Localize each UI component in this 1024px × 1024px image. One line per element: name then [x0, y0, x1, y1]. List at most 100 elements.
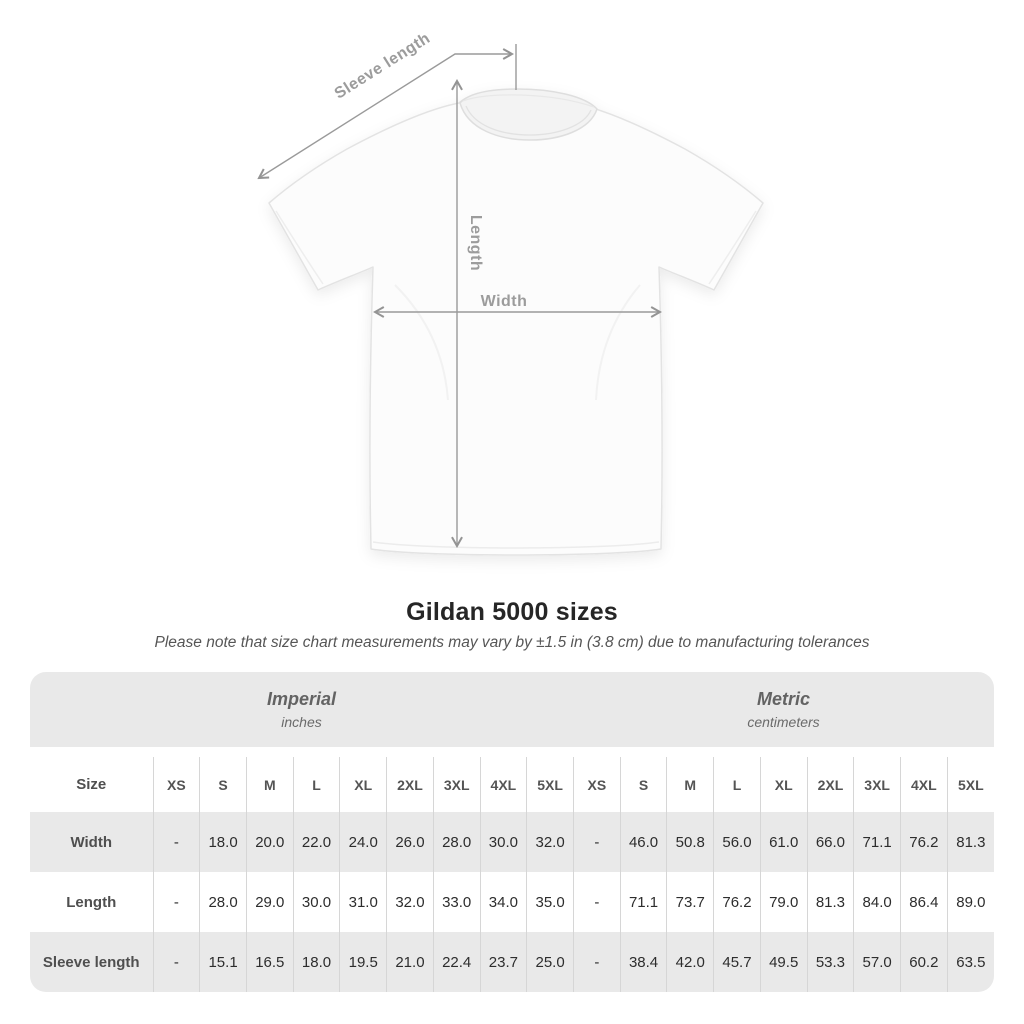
- imperial-label: Imperial: [266, 689, 337, 709]
- right-cuff-seam: [708, 210, 757, 285]
- col-header: XL: [759, 757, 808, 812]
- tshirt-body: [268, 88, 764, 556]
- value-cell: 71.1: [619, 872, 667, 932]
- tolerance-note: Please note that size chart measurements…: [154, 634, 870, 651]
- table-body: Size XS S M L XL 2XL 3XL 4XL 5XL XS S M …: [30, 757, 994, 992]
- value-cell: 34.0: [479, 872, 527, 932]
- row-label: Length: [66, 893, 117, 911]
- wrinkle-right: [595, 284, 641, 401]
- value-cell: 79.0: [759, 872, 808, 932]
- value-cell: 35.0: [526, 872, 574, 932]
- value-cell: 32.0: [386, 872, 434, 932]
- hem-seam: [372, 541, 660, 549]
- size-table: Imperial inches Metric centimeters Size …: [30, 672, 994, 992]
- value-cell: 53.3: [806, 932, 854, 992]
- value-cell: 21.0: [386, 932, 434, 992]
- value-cell: 30.0: [292, 872, 340, 932]
- value-cell: 81.3: [806, 872, 854, 932]
- value-cell: 23.7: [479, 932, 527, 992]
- value-cell: -: [152, 932, 200, 992]
- col-header: 5XL: [946, 757, 994, 812]
- value-cell: 60.2: [900, 932, 948, 992]
- col-header: XS: [152, 757, 200, 812]
- value-cell: 16.5: [245, 932, 294, 992]
- col-header: 3XL: [853, 757, 901, 812]
- value-cell: 57.0: [853, 932, 901, 992]
- value-cell: -: [572, 872, 621, 932]
- value-cell: 50.8: [666, 812, 714, 872]
- band-gap: [30, 747, 994, 757]
- col-header: M: [666, 757, 714, 812]
- value-cell: 56.0: [713, 812, 761, 872]
- page-title: Gildan 5000 sizes: [406, 598, 618, 626]
- value-cell: 61.0: [759, 812, 808, 872]
- value-cell: 22.0: [292, 812, 340, 872]
- sleeve-length-arrow: [259, 54, 512, 178]
- value-cell: 49.5: [759, 932, 808, 992]
- value-cell: 24.0: [339, 812, 387, 872]
- tshirt-illustration: [268, 88, 764, 556]
- left-cuff-seam: [275, 210, 324, 285]
- value-cell: 32.0: [526, 812, 574, 872]
- col-header: S: [199, 757, 247, 812]
- metric-sublabel: centimeters: [747, 714, 820, 730]
- value-cell: 31.0: [339, 872, 387, 932]
- tshirt-measurement-diagram: Sleeve length Length Width: [0, 30, 764, 556]
- value-cell: 18.0: [292, 932, 340, 992]
- value-cell: 42.0: [666, 932, 714, 992]
- value-cell: 89.0: [946, 872, 994, 932]
- col-header: S: [619, 757, 667, 812]
- value-cell: 33.0: [432, 872, 481, 932]
- wrinkle-left: [394, 284, 449, 401]
- value-cell: 66.0: [806, 812, 854, 872]
- value-cell: 73.7: [666, 872, 714, 932]
- value-cell: 81.3: [946, 812, 994, 872]
- length-label: Length: [467, 215, 484, 271]
- sleeve-length-row: Sleeve length - 15.1 16.5 18.0 19.5 21.0…: [30, 932, 994, 992]
- row-label: Width: [70, 833, 112, 851]
- value-cell: 28.0: [432, 812, 481, 872]
- value-cell: 28.0: [199, 872, 247, 932]
- size-header-row: Size XS S M L XL 2XL 3XL 4XL 5XL XS S M …: [30, 757, 994, 812]
- metric-label: Metric: [756, 689, 810, 709]
- value-cell: 20.0: [245, 812, 294, 872]
- value-cell: 30.0: [479, 812, 527, 872]
- value-cell: 71.1: [853, 812, 901, 872]
- imperial-header: Imperial inches: [30, 672, 573, 747]
- value-cell: 76.2: [713, 872, 761, 932]
- imperial-sublabel: inches: [281, 714, 322, 730]
- value-cell: 18.0: [199, 812, 247, 872]
- value-cell: 84.0: [853, 872, 901, 932]
- col-header: XS: [572, 757, 621, 812]
- value-cell: 86.4: [900, 872, 948, 932]
- col-header: XL: [339, 757, 387, 812]
- col-header: L: [292, 757, 340, 812]
- value-cell: 29.0: [245, 872, 294, 932]
- value-cell: 45.7: [713, 932, 761, 992]
- value-cell: 15.1: [199, 932, 247, 992]
- size-column-header: Size: [76, 776, 107, 793]
- value-cell: 76.2: [900, 812, 948, 872]
- value-cell: 46.0: [619, 812, 667, 872]
- value-cell: 63.5: [946, 932, 994, 992]
- sleeve-length-label: Sleeve length: [332, 30, 434, 103]
- col-header: 2XL: [806, 757, 854, 812]
- col-header: L: [713, 757, 761, 812]
- col-header: 5XL: [526, 757, 574, 812]
- value-cell: -: [152, 872, 200, 932]
- value-cell: 26.0: [386, 812, 434, 872]
- width-row: Width - 18.0 20.0 22.0 24.0 26.0 28.0 30…: [30, 812, 994, 872]
- col-header: 3XL: [432, 757, 481, 812]
- value-cell: -: [572, 932, 621, 992]
- unit-header-band: Imperial inches Metric centimeters: [30, 672, 994, 747]
- value-cell: 25.0: [526, 932, 574, 992]
- value-cell: 19.5: [339, 932, 387, 992]
- row-label: Sleeve length: [42, 953, 140, 971]
- metric-header: Metric centimeters: [573, 672, 994, 747]
- value-cell: -: [572, 812, 621, 872]
- col-header: M: [245, 757, 294, 812]
- value-cell: -: [152, 812, 200, 872]
- value-cell: 22.4: [432, 932, 481, 992]
- value-cell: 38.4: [619, 932, 667, 992]
